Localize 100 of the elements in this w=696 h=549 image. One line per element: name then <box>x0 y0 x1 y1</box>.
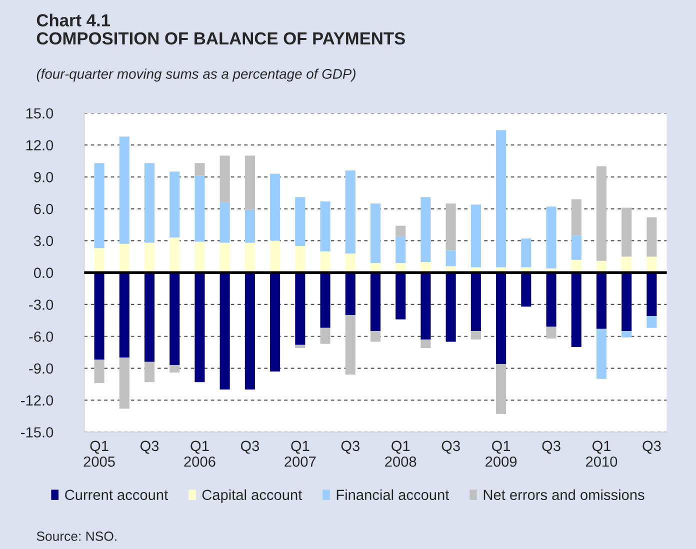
bar <box>220 202 230 243</box>
bar <box>496 272 506 364</box>
bar <box>295 246 306 273</box>
bar <box>496 130 506 268</box>
bar <box>170 365 180 373</box>
bar <box>244 210 255 243</box>
x-tick-label: Q3 <box>240 440 260 454</box>
bar <box>295 344 306 348</box>
bar <box>496 364 506 414</box>
bar <box>546 326 556 338</box>
y-tick-label: -6.0 <box>29 331 54 342</box>
legend-label: Financial account <box>336 489 450 500</box>
bar <box>521 272 532 307</box>
bar <box>94 163 104 248</box>
bar <box>396 226 406 236</box>
bar <box>470 204 481 268</box>
bar <box>144 272 155 362</box>
bar <box>270 174 280 241</box>
y-tick-label: 15.0 <box>26 108 54 119</box>
bar <box>521 238 532 268</box>
bar <box>446 272 456 342</box>
bar <box>320 251 330 273</box>
bar <box>396 272 406 320</box>
x-tick-label: Q1 2009 <box>486 440 517 467</box>
bar <box>622 331 632 338</box>
bar <box>94 272 104 360</box>
bar <box>596 166 607 261</box>
bar <box>220 272 230 390</box>
y-tick-label: 6.0 <box>34 204 54 214</box>
bar <box>345 170 356 254</box>
bar <box>571 199 582 236</box>
bar <box>220 242 230 273</box>
bar <box>194 176 205 242</box>
bar <box>244 242 255 273</box>
bar <box>170 272 180 366</box>
legend-label: Net errors and omissions <box>484 489 644 500</box>
bar <box>194 242 205 273</box>
bar <box>345 272 356 316</box>
bar <box>119 136 130 244</box>
bar <box>320 328 330 344</box>
bar <box>571 272 582 348</box>
y-tick-label: 9.0 <box>34 172 54 182</box>
x-tick-label: Q3 <box>341 440 360 454</box>
x-tick-label: Q1 2005 <box>84 440 115 467</box>
bar <box>170 237 180 273</box>
legend-label: Capital account <box>202 489 302 503</box>
bar <box>295 197 306 246</box>
y-tick-label: 12.0 <box>26 140 54 150</box>
bar <box>571 235 582 260</box>
bar <box>170 172 180 238</box>
bar <box>194 163 205 176</box>
bar <box>345 315 356 375</box>
bar <box>546 206 556 268</box>
bar <box>144 242 155 273</box>
bar <box>94 248 104 273</box>
bar <box>220 156 230 202</box>
bar <box>446 250 456 266</box>
bar <box>546 272 556 327</box>
bar <box>320 201 330 252</box>
y-tick-label: -9.0 <box>29 363 54 374</box>
bar <box>596 328 607 379</box>
x-tick-label: Q3 <box>140 440 159 454</box>
bar <box>646 272 657 316</box>
y-tick-label: 3.0 <box>34 236 54 246</box>
legend-label: Current account <box>65 490 168 500</box>
source-note: Source: NSO. <box>36 532 116 541</box>
bar <box>119 272 130 358</box>
x-tick-label: Q3 <box>542 440 560 454</box>
bar <box>646 256 657 273</box>
bar <box>446 203 456 250</box>
x-tick-label: Q3 <box>642 440 661 454</box>
bar <box>622 272 632 332</box>
bar <box>94 360 104 384</box>
bar <box>244 272 255 390</box>
bar <box>345 253 356 273</box>
bar <box>295 272 306 345</box>
bar <box>646 316 657 328</box>
bar <box>270 240 280 273</box>
y-tick-label: -15.0 <box>21 427 54 438</box>
x-tick-label: Q1 2007 <box>284 440 316 467</box>
bar <box>370 331 381 342</box>
bar <box>622 256 632 273</box>
x-tick-label: Q1 2010 <box>586 440 618 467</box>
bar <box>622 208 632 257</box>
y-tick-label: 0.0 <box>34 268 54 278</box>
bar <box>194 272 205 382</box>
bar <box>420 340 431 348</box>
bar <box>596 272 607 329</box>
bar <box>119 244 130 273</box>
x-tick-label: Q1 2008 <box>385 440 416 467</box>
bar <box>119 358 130 409</box>
bar <box>370 203 381 264</box>
bar <box>244 156 255 210</box>
chart-title: Chart 4.1 COMPOSITION OF BALANCE OF PAYMENTS <box>36 14 405 45</box>
bar <box>396 236 406 264</box>
bar <box>646 217 657 257</box>
chart-subtitle: (four-quarter moving sums as a percentage of GDP) <box>36 68 356 82</box>
x-tick-label: Q1 2006 <box>184 440 216 467</box>
bar <box>420 272 431 340</box>
y-tick-label: -12.0 <box>21 395 54 406</box>
